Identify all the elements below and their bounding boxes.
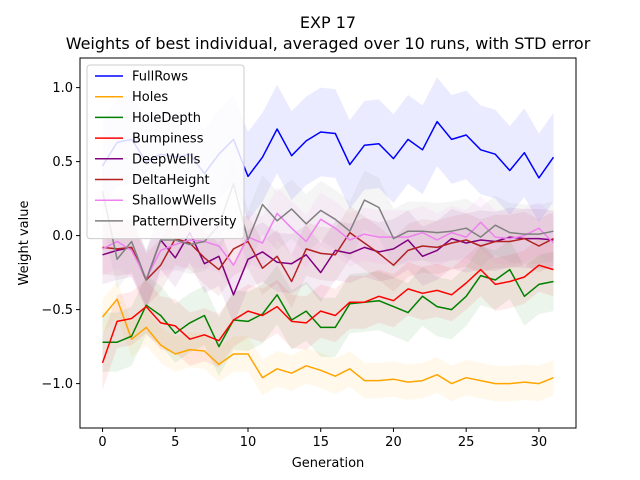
x-tick-label: 30 (531, 435, 548, 450)
x-tick-label: 15 (312, 435, 329, 450)
series-lines (101, 120, 555, 385)
error-band-2 (102, 240, 554, 377)
chart-title: EXP 17 (300, 13, 356, 32)
legend: FullRows Holes HoleDepth Bumpiness DeepWells… (86, 64, 245, 240)
series-line-5 (102, 231, 554, 283)
x-axis-label: Generation (292, 456, 365, 471)
y-tick-label: 0.5 (52, 155, 73, 170)
error-band-7 (102, 154, 554, 310)
error-band-1 (102, 281, 554, 402)
legend-entry-0: FullRows (132, 70, 188, 85)
y-tick-label: −1.0 (41, 377, 73, 392)
legend-entry-2: HoleDepth (132, 111, 201, 126)
x-tick-label: 5 (171, 435, 179, 450)
x-axis-ticks: 0 5 10 15 20 25 30 (98, 428, 547, 450)
chart-subtitle: Weights of best individual, averaged ove… (66, 34, 591, 53)
series-line-3 (101, 264, 554, 364)
x-tick-label: 0 (98, 435, 106, 450)
x-tick-label: 10 (240, 435, 257, 450)
series-line-4 (102, 231, 554, 296)
legend-entry-5: DeltaHeight (132, 173, 210, 188)
y-tick-label: 1.0 (52, 81, 73, 96)
legend-entry-6: ShallowWells (132, 194, 217, 209)
y-axis-label: Weight value (17, 201, 32, 286)
y-tick-label: 0.0 (52, 229, 73, 244)
y-tick-label: −0.5 (41, 303, 73, 318)
x-tick-label: 25 (458, 435, 475, 450)
series-line-2 (102, 268, 554, 348)
error-band-6 (102, 186, 554, 306)
series-line-6 (102, 212, 555, 280)
series-line-7 (101, 183, 554, 281)
legend-entry-7: PatternDiversity (132, 214, 237, 229)
y-axis-ticks: −1.0 −0.5 0.0 0.5 1.0 (41, 81, 80, 392)
legend-entry-3: Bumpiness (132, 132, 204, 147)
plot-frame (79, 57, 577, 429)
legend-entry-4: DeepWells (132, 152, 201, 167)
series-line-1 (101, 298, 554, 385)
x-tick-label: 20 (385, 435, 402, 450)
legend-box (86, 64, 245, 240)
legend-entry-1: Holes (132, 90, 168, 105)
